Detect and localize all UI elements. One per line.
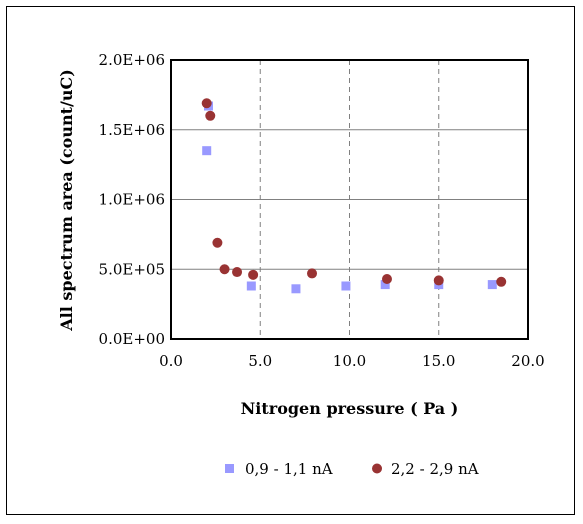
legend: 0,9 - 1,1 nA 2,2 - 2,9 nA [225,460,479,478]
data-point-series-1-6 [380,280,390,290]
data-points [201,98,507,294]
x-tick-label: 5.0 [248,352,272,370]
data-point-series-1-8 [487,280,497,290]
data-point-series-2-2 [205,110,216,121]
data-point-series-2-7 [307,268,318,279]
plot-area-border [170,59,529,340]
data-point-series-1-5 [341,281,351,291]
data-point-series-2-4 [219,264,230,275]
y-tick-label: 1.0E+06 [99,191,165,209]
data-point-series-2-1 [201,98,212,109]
x-tick-label: 0.0 [159,352,183,370]
x-tick-label: 20.0 [511,352,544,370]
legend-marker-series-1 [225,464,234,473]
x-axis-title: Nitrogen pressure ( Pa ) [241,399,459,418]
y-tick-label: 1.5E+06 [99,121,165,139]
data-point-series-2-6 [248,269,259,280]
data-point-series-2-9 [433,275,444,286]
data-point-series-2-5 [232,267,243,278]
legend-label-series-1: 0,9 - 1,1 nA [245,460,333,478]
y-tick-label: 0.0E+00 [99,330,165,348]
data-point-series-1-4 [291,284,301,294]
data-point-series-1-1 [202,146,212,156]
legend-marker-series-2 [372,463,382,474]
chart-frame [6,6,575,515]
tick-labels: 0.0E+00 5.0E+05 1.0E+06 1.5E+06 2.0E+06 0.0 5.… [99,51,545,370]
data-point-series-1-3 [246,281,256,291]
grid-lines [171,60,528,339]
y-axis-title: All spectrum area (count/uC) [57,69,76,332]
data-point-series-2-10 [496,276,507,287]
data-point-series-2-8 [381,274,392,285]
x-tick-label: 10.0 [333,352,366,370]
y-tick-label: 5.0E+05 [99,260,165,278]
y-tick-label: 2.0E+06 [99,51,165,69]
legend-label-series-2: 2,2 - 2,9 nA [391,460,479,478]
x-tick-label: 15.0 [422,352,455,370]
data-point-series-2-3 [212,237,223,248]
